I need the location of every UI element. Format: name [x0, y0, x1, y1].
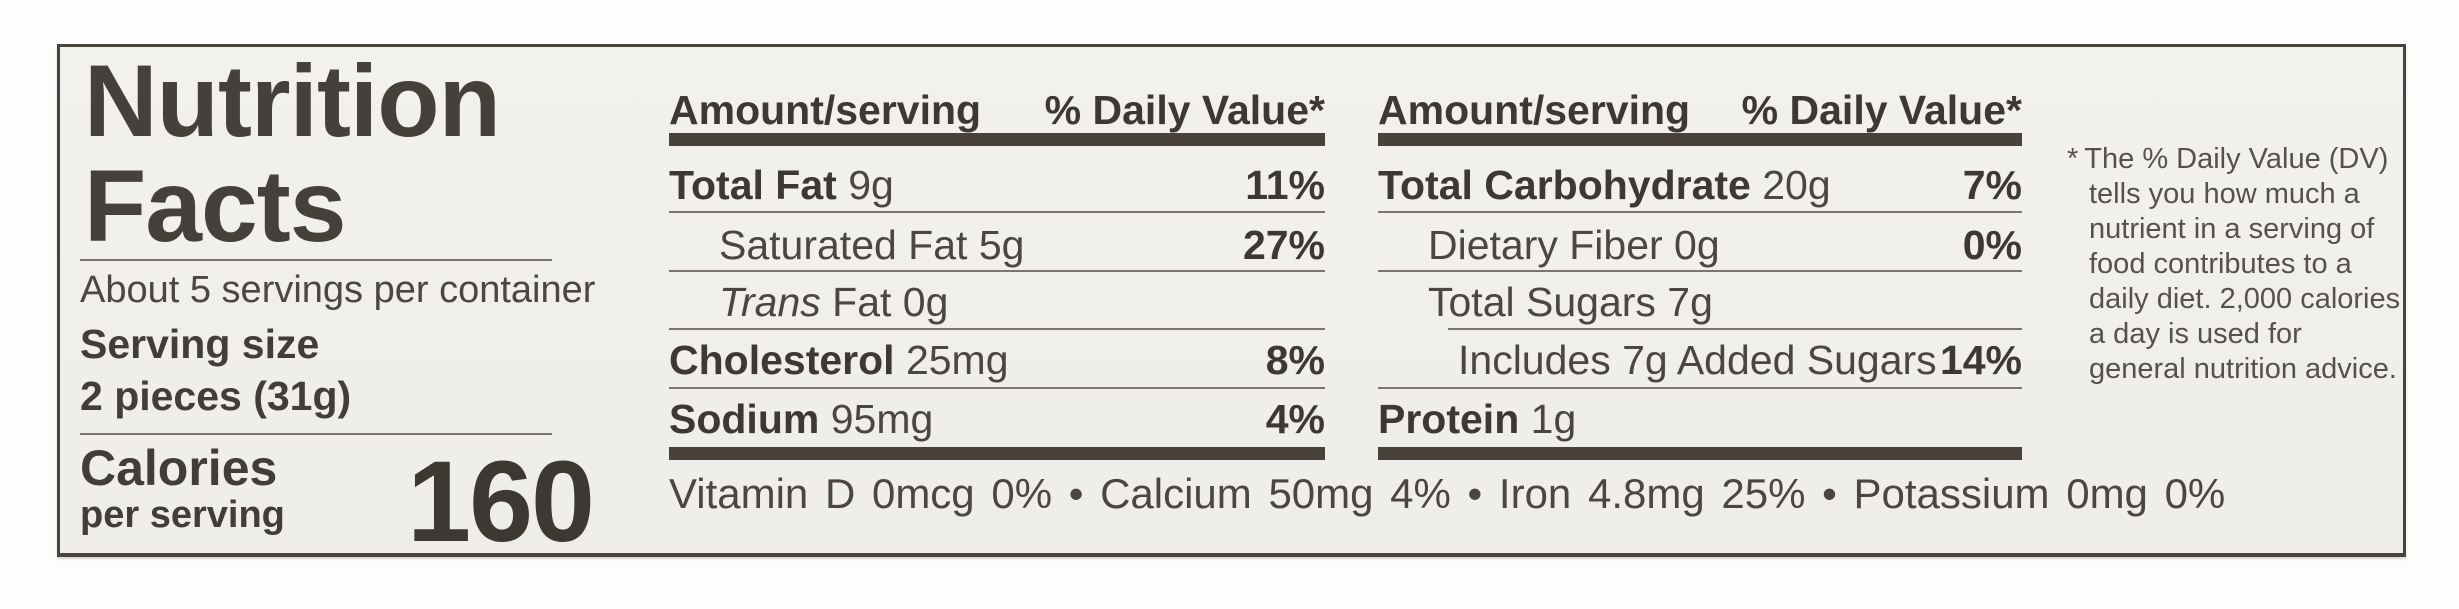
nutrient-name: Saturated Fat 5g — [719, 222, 1025, 268]
footnote-text: The % Daily Value (DV) tells you how muc… — [2084, 143, 2401, 385]
daily-value: 0% — [1962, 222, 2022, 268]
divider-line — [80, 259, 552, 261]
servings-per-container: About 5 servings per container — [80, 269, 596, 311]
nutrient-name: Includes 7g Added Sugars — [1458, 337, 1937, 383]
daily-value: 4% — [1265, 396, 1325, 442]
amount-per-serving-header: Amount/serving — [1378, 87, 1691, 133]
nutrient-name: Sodium 95mg — [669, 396, 934, 442]
nutrient-row-trans-fat: Trans Fat 0g — [669, 278, 1325, 326]
daily-value-header: % Daily Value* — [1044, 87, 1325, 133]
thick-divider-bar — [669, 133, 1325, 146]
thick-divider-bar — [1378, 133, 2022, 146]
nutrient-name: Trans Fat 0g — [719, 279, 949, 325]
nutrition-facts-label: Nutrition Facts About 5 servings per con… — [57, 44, 2406, 566]
divider-line — [1378, 270, 2022, 272]
nutrient-row-dietary-fiber: Dietary Fiber 0g 0% — [1378, 221, 2022, 269]
nutrient-name: Total Carbohydrate 20g — [1378, 162, 1831, 208]
divider-line — [1378, 387, 2022, 389]
daily-value: 7% — [1962, 162, 2022, 208]
nutrient-name: Cholesterol 25mg — [669, 337, 1009, 383]
calories-subword: per serving — [80, 494, 285, 536]
label-title: Nutrition Facts — [84, 44, 501, 263]
label-title-line2: Facts — [84, 149, 346, 263]
calories-heading: Calories per serving — [80, 440, 285, 537]
daily-value-footnote: * The % Daily Value (DV) tells you how mu… — [2067, 142, 2405, 387]
calories-value: 160 — [407, 438, 595, 566]
nutrient-row-cholesterol: Cholesterol 25mg 8% — [669, 336, 1325, 384]
column-header: Amount/serving % Daily Value* — [669, 87, 1325, 134]
nutrient-row-sodium: Sodium 95mg 4% — [669, 395, 1325, 443]
divider-line — [1448, 328, 2022, 330]
divider-line — [669, 270, 1325, 272]
nutrient-name: Total Fat 9g — [669, 162, 894, 208]
label-title-line1: Nutrition — [84, 44, 501, 158]
micronutrients-line: Vitamin D 0mcg 0% • Calcium 50mg 4% • Ir… — [669, 470, 2226, 517]
column-header: Amount/serving % Daily Value* — [1378, 87, 2022, 134]
serving-size-label: Serving size — [80, 321, 320, 367]
nutrient-name: Total Sugars 7g — [1428, 279, 1713, 325]
thick-divider-bar — [669, 447, 1325, 460]
daily-value: 11% — [1245, 162, 1325, 208]
nutrient-name: Protein 1g — [1378, 396, 1577, 442]
nutrient-row-total-fat: Total Fat 9g 11% — [669, 161, 1325, 209]
nutrient-row-protein: Protein 1g — [1378, 395, 2022, 443]
daily-value-header: % Daily Value* — [1741, 87, 2022, 133]
nutrient-row-total-sugars: Total Sugars 7g — [1378, 278, 2022, 326]
footnote-asterisk: * — [2067, 143, 2079, 175]
calories-word: Calories — [80, 440, 278, 496]
divider-line — [669, 387, 1325, 389]
nutrient-row-total-carbohydrate: Total Carbohydrate 20g 7% — [1378, 161, 2022, 209]
nutrient-row-saturated-fat: Saturated Fat 5g 27% — [669, 221, 1325, 269]
divider-line — [669, 211, 1325, 213]
daily-value: 8% — [1265, 337, 1325, 383]
nutrient-column-fats: Amount/serving % Daily Value* Total Fat … — [669, 47, 1325, 553]
daily-value: 14% — [1939, 337, 2022, 383]
thick-divider-bar — [1378, 447, 2022, 460]
nutrient-name: Dietary Fiber 0g — [1428, 222, 1720, 268]
nutrient-row-added-sugars: Includes 7g Added Sugars 14% — [1378, 336, 2022, 384]
divider-line — [669, 328, 1325, 330]
serving-size-value: 2 pieces (31g) — [80, 373, 352, 419]
amount-per-serving-header: Amount/serving — [669, 87, 982, 133]
divider-line — [80, 433, 552, 435]
daily-value: 27% — [1242, 222, 1325, 268]
nutrient-column-carbs: Amount/serving % Daily Value* Total Carb… — [1378, 47, 2022, 553]
divider-line — [1378, 211, 2022, 213]
